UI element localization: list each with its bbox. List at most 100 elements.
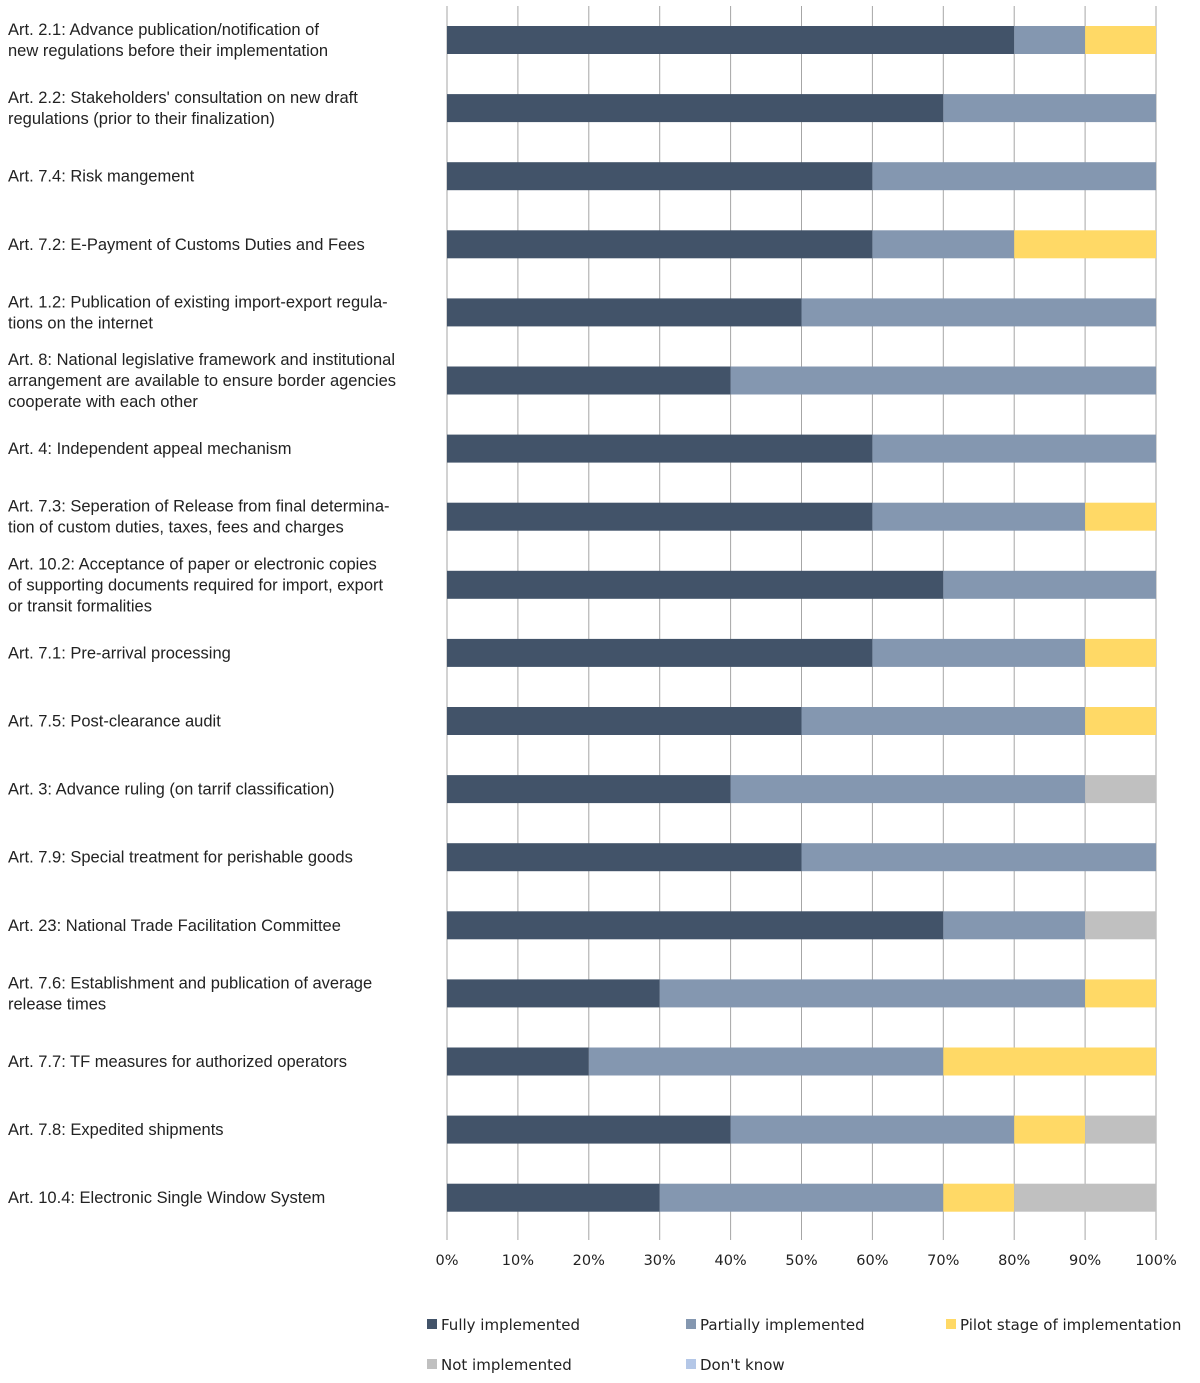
category-label-line: Art. 2.2: Stakeholders' consultation on … (8, 89, 358, 107)
category-label: Art. 10.2: Acceptance of paper or electr… (8, 555, 384, 615)
bar-segment (730, 366, 1156, 395)
bar-segment (447, 570, 944, 599)
bar-segment (447, 94, 944, 123)
category-label: Art. 7.5: Post-clearance audit (8, 713, 221, 731)
x-tick-label: 30% (644, 1253, 676, 1269)
x-tick-label: 80% (998, 1253, 1030, 1269)
category-label: Art. 7.9: Special treatment for perishab… (8, 849, 353, 867)
bar-segment (1085, 707, 1156, 735)
category-label-line: Art. 2.1: Advance publication/notificati… (8, 21, 319, 39)
bar-segment (588, 1047, 944, 1076)
category-label-line: Art. 4: Independent appeal mechanism (8, 440, 291, 458)
category-label-line: Art. 23: National Trade Facilitation Com… (8, 917, 341, 935)
bar-segment (447, 707, 802, 735)
gridlines (446, 6, 1157, 1240)
bar-segment (447, 1047, 589, 1076)
category-label: Art. 2.2: Stakeholders' consultation on … (8, 89, 358, 128)
legend-label: Pilot stage of implementation (960, 1316, 1181, 1334)
category-label-line: Art. 7.9: Special treatment for perishab… (8, 849, 353, 867)
category-label-line: tions on the internet (8, 314, 153, 332)
category-label-line: arrangement are available to ensure bord… (8, 372, 396, 390)
category-label-line: Art. 1.2: Publication of existing import… (8, 293, 388, 311)
category-label: Art. 7.1: Pre-arrival processing (8, 644, 231, 662)
x-tick-label: 50% (785, 1253, 817, 1269)
category-label-line: cooperate with each other (8, 393, 198, 411)
bar-segment (447, 1183, 660, 1212)
bar-segment (659, 979, 1086, 1008)
category-label-line: Art. 10.2: Acceptance of paper or electr… (8, 555, 377, 573)
bar-segment (447, 162, 873, 191)
bar-segment (447, 843, 802, 872)
legend-label: Not implemented (441, 1356, 572, 1374)
category-label-line: Art. 7.5: Post-clearance audit (8, 713, 221, 731)
bar-segment (943, 1047, 1156, 1076)
category-label-line: Art. 7.2: E-Payment of Customs Duties an… (8, 236, 365, 254)
bar-segment (1085, 775, 1156, 804)
bar-segment (801, 298, 1156, 327)
legend-label: Don't know (700, 1356, 785, 1374)
bar-segment (659, 1183, 944, 1212)
category-label: Art. 8: National legislative framework a… (8, 351, 396, 411)
bar-segment (1085, 1115, 1156, 1144)
bar-segment (872, 502, 1086, 531)
category-label-line: new regulations before their implementat… (8, 42, 328, 60)
category-label: Art. 1.2: Publication of existing import… (8, 293, 388, 332)
bar-segment (447, 230, 873, 259)
bar-segment (447, 911, 944, 940)
bar-segment (872, 434, 1156, 463)
category-label: Art. 3: Advance ruling (on tarrif classi… (8, 781, 334, 799)
bar-segment (447, 502, 873, 531)
bar-segment (1085, 502, 1156, 531)
category-label-line: tion of custom duties, taxes, fees and c… (8, 519, 344, 537)
category-label-line: Art. 10.4: Electronic Single Window Syst… (8, 1189, 325, 1207)
bar-segment (1014, 1115, 1086, 1144)
bar-segment (801, 707, 1086, 735)
bar-segment (1085, 979, 1156, 1008)
legend-swatch (427, 1319, 437, 1329)
legend: Fully implemented Partially implemented Pi… (427, 1316, 1181, 1374)
category-label: Art. 7.3: Seperation of Release from fin… (8, 498, 390, 537)
x-tick-label: 40% (714, 1253, 746, 1269)
category-label-line: Art. 7.3: Seperation of Release from fin… (8, 498, 390, 516)
bar-segment (447, 366, 731, 395)
bar-segment (943, 1183, 1015, 1212)
x-axis-ticks: 0% 10% 20% 30% 40% 50% 60% 70% 80% 90% 100% (435, 1253, 1176, 1269)
bar-segment (1085, 911, 1156, 940)
bar-segment (1014, 1183, 1156, 1212)
bar-segment (447, 1115, 731, 1144)
bars (447, 26, 1156, 1212)
category-label: Art. 2.1: Advance publication/notificati… (8, 21, 328, 60)
category-label-line: of supporting documents required for imp… (8, 576, 384, 594)
x-tick-label: 90% (1069, 1253, 1101, 1269)
legend-label: Partially implemented (700, 1316, 865, 1334)
bar-segment (447, 26, 1015, 54)
bar-segment (730, 775, 1086, 804)
bar-segment (1014, 230, 1156, 259)
bar-segment (872, 230, 1015, 259)
category-label-line: regulations (prior to their finalization… (8, 110, 275, 128)
bar-segment (872, 638, 1086, 667)
category-label-line: Art. 7.8: Expedited shipments (8, 1121, 224, 1139)
category-label: Art. 7.4: Risk mangement (8, 168, 195, 186)
category-label-line: Art. 7.1: Pre-arrival processing (8, 644, 231, 662)
bar-segment (801, 843, 1156, 872)
category-labels: Art. 2.1: Advance publication/notificati… (8, 21, 396, 1207)
x-tick-label: 20% (573, 1253, 605, 1269)
category-label: Art. 23: National Trade Facilitation Com… (8, 917, 341, 935)
bar-segment (943, 570, 1156, 599)
x-tick-label: 100% (1135, 1253, 1176, 1269)
bar-segment (447, 775, 731, 804)
bar-segment (447, 979, 660, 1008)
category-label: Art. 7.6: Establishment and publication … (8, 974, 372, 1013)
legend-swatch (946, 1319, 956, 1329)
category-label-line: Art. 3: Advance ruling (on tarrif classi… (8, 781, 334, 799)
category-label-line: Art. 7.4: Risk mangement (8, 168, 195, 186)
bar-segment (730, 1115, 1015, 1144)
category-label-line: or transit formalities (8, 597, 152, 615)
bar-segment (943, 911, 1086, 940)
x-tick-label: 60% (856, 1253, 888, 1269)
category-label: Art. 7.2: E-Payment of Customs Duties an… (8, 236, 365, 254)
category-label: Art. 10.4: Electronic Single Window Syst… (8, 1189, 325, 1207)
x-tick-label: 70% (927, 1253, 959, 1269)
